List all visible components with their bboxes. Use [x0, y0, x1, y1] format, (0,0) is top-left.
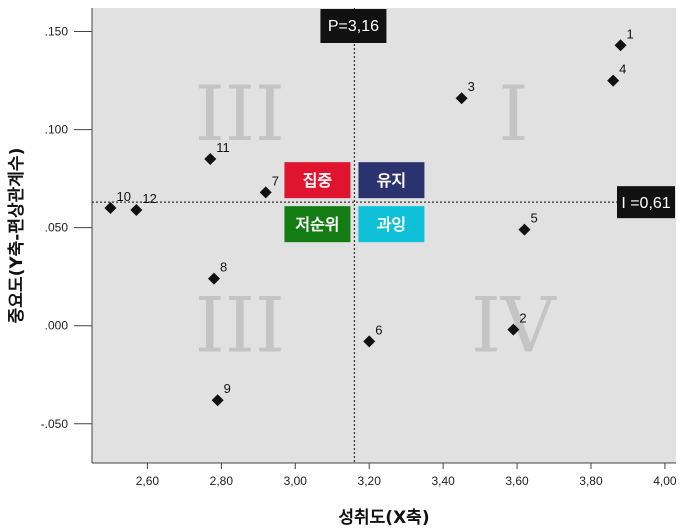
- quadrant-box: [284, 162, 351, 199]
- x-tick-label: 4,00: [653, 474, 677, 488]
- y-axis-title: 중요도(Y축-편상관계수): [7, 148, 27, 324]
- data-point: [130, 204, 143, 217]
- data-point-label: 3: [468, 79, 475, 94]
- reference-label-horizontal: I =0,61: [621, 195, 670, 212]
- x-tick-label: 3,00: [284, 474, 308, 488]
- y-tick-label: .150: [45, 25, 69, 39]
- quadrant-numeral: III: [195, 281, 285, 370]
- data-point: [204, 153, 217, 166]
- data-point-label: 2: [519, 311, 526, 326]
- quadrant-box-label: 집중: [303, 171, 333, 190]
- y-tick-label: .000: [45, 319, 69, 333]
- data-point-label: 11: [216, 140, 230, 155]
- data-point-label: 12: [142, 191, 156, 206]
- data-point: [207, 272, 220, 285]
- data-point-label: 1: [627, 26, 634, 41]
- reference-label-horizontal-box: [617, 186, 675, 219]
- data-point: [211, 394, 224, 407]
- quadrant-box-label: 과잉: [377, 215, 406, 234]
- y-axis-ticks: .150 .100 .050 .000 -.050: [41, 25, 92, 431]
- reference-label-vertical-box: [320, 9, 387, 43]
- quadrant-box: [358, 206, 425, 243]
- x-tick-label: 3,40: [431, 474, 455, 488]
- data-point-label: 8: [220, 260, 227, 275]
- x-tick-label: 2,80: [210, 474, 234, 488]
- quadrant-box-label: 저순위: [295, 215, 339, 234]
- data-point: [607, 74, 620, 87]
- y-tick-label: .050: [45, 221, 69, 235]
- y-tick-label: .100: [45, 123, 69, 137]
- x-axis-ticks: 2,60 2,80 3,00 3,20 3,40 3,60 3,80 4,00: [136, 463, 677, 488]
- data-point: [455, 92, 468, 105]
- data-point-label: 9: [224, 381, 231, 396]
- data-point: [507, 323, 520, 336]
- quadrant-box-label: 유지: [377, 171, 406, 190]
- x-axis-title: 성취도(X축): [338, 507, 429, 528]
- quadrant-numeral: III: [195, 69, 285, 158]
- data-point-label: 6: [375, 322, 382, 337]
- data-point-label: 7: [272, 173, 279, 188]
- data-point-label: 5: [530, 211, 537, 226]
- data-point: [104, 202, 117, 215]
- reference-label-vertical: P=3,16: [328, 18, 379, 35]
- x-tick-label: 3,60: [505, 474, 529, 488]
- axes: [91, 8, 676, 464]
- data-point-label: 4: [619, 62, 626, 77]
- data-point: [363, 335, 376, 348]
- quadrant-box: [358, 162, 425, 199]
- quadrant-numeral: I: [498, 69, 528, 158]
- data-point: [518, 223, 531, 236]
- quadrant-box: [284, 206, 351, 243]
- data-point: [614, 39, 627, 52]
- x-tick-label: 2,60: [136, 474, 160, 488]
- x-tick-label: 3,80: [579, 474, 603, 488]
- data-point-label: 10: [116, 189, 130, 204]
- x-tick-label: 3,20: [358, 474, 382, 488]
- data-point: [259, 186, 272, 199]
- y-tick-label: -.050: [41, 417, 69, 431]
- reference-lines: P=3,16 I =0,61: [92, 8, 676, 463]
